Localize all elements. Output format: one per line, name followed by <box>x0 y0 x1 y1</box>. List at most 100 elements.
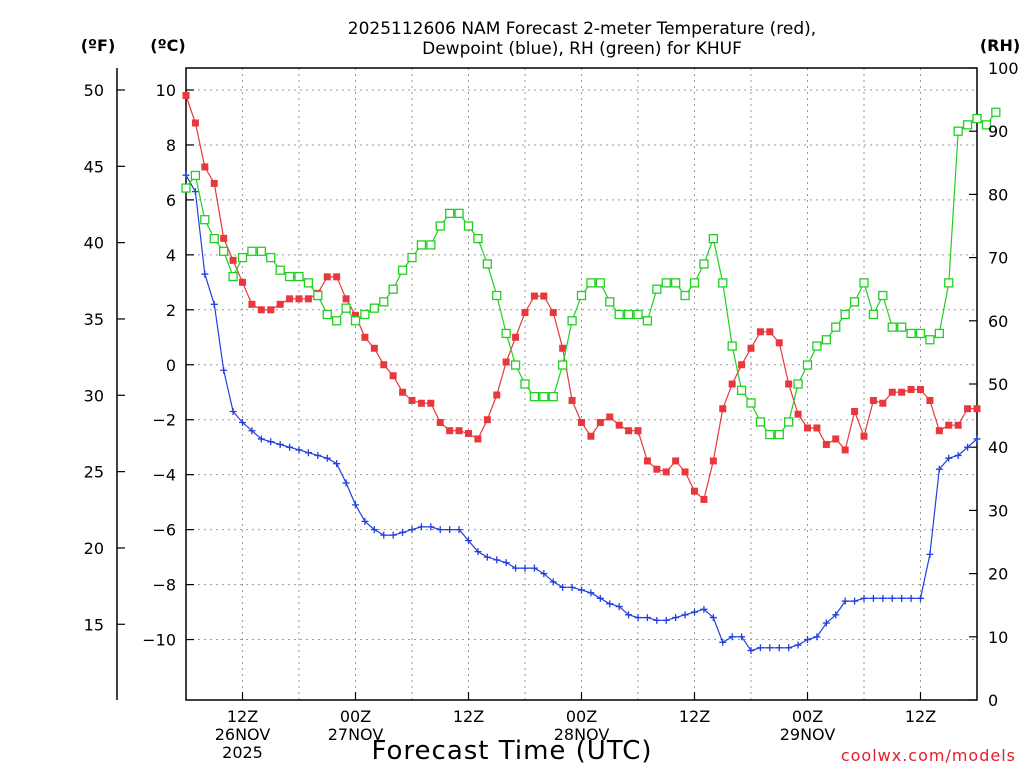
rh-point <box>793 379 803 389</box>
rh-point <box>831 322 841 332</box>
dewpoint-point <box>417 523 425 531</box>
x-tick-label: 00Z <box>792 707 823 726</box>
temperature-point <box>587 432 595 440</box>
rh-point <box>275 265 285 275</box>
x-tick-label: 00Z <box>340 707 371 726</box>
temperature-point <box>474 435 482 443</box>
rh-point <box>332 316 342 326</box>
temperature-point <box>766 328 774 336</box>
temperature-point <box>210 179 218 187</box>
temperature-point <box>549 309 557 317</box>
dewpoint-point <box>700 605 708 613</box>
dewpoint-point <box>427 523 435 531</box>
rh-point <box>228 271 238 282</box>
temperature-point <box>248 300 256 308</box>
temperature-point <box>286 295 294 303</box>
celsius-tick-label: 6 <box>166 191 176 210</box>
temperature-point <box>229 256 237 264</box>
dewpoint-point <box>333 460 341 468</box>
rh-tick-label: 20 <box>988 565 1008 584</box>
temperature-point <box>596 418 604 426</box>
rh-tick-label: 40 <box>988 438 1008 457</box>
rh-point <box>219 246 229 256</box>
dewpoint-point <box>493 556 501 564</box>
rh-point <box>247 246 257 256</box>
rh-point <box>576 290 587 301</box>
dewpoint-point <box>785 644 793 652</box>
rh-unit-label: (RH) <box>980 36 1020 55</box>
dewpoint-point <box>239 418 246 426</box>
rh-point <box>586 278 596 288</box>
temperature-point <box>869 396 877 404</box>
dewpoint-point <box>596 594 604 602</box>
rh-point <box>256 246 266 256</box>
rh-tick-label: 30 <box>988 501 1008 520</box>
fahrenheit-unit-label: (ºF) <box>81 36 116 55</box>
celsius-unit-label: (ºC) <box>150 36 185 55</box>
dewpoint-point <box>474 548 482 556</box>
rh-point <box>633 309 643 320</box>
rh-point <box>812 341 822 351</box>
plot-frame <box>185 67 978 701</box>
rh-point <box>925 335 935 345</box>
dewpoint-point <box>455 526 463 534</box>
dewpoint-point <box>295 446 303 454</box>
dewpoint-point <box>728 633 736 641</box>
dewpoint-point <box>935 465 943 473</box>
celsius-tick-label: −2 <box>152 411 176 430</box>
dewpoint-point <box>907 594 915 602</box>
dewpoint-point <box>625 611 633 619</box>
dewpoint-point <box>191 188 199 196</box>
temperature-point <box>813 424 821 432</box>
temperature-point <box>465 429 472 437</box>
dewpoint-point <box>643 614 651 622</box>
temperature-point <box>672 457 680 465</box>
dewpoint-point <box>314 451 322 459</box>
rh-point <box>237 252 248 263</box>
rh-point <box>878 290 888 301</box>
dewpoint-point <box>521 564 529 572</box>
temperature-point <box>521 309 529 317</box>
dewpoint-point <box>540 570 548 578</box>
rh-point <box>708 233 718 244</box>
x-tick-label: 27NOV <box>328 725 384 744</box>
rh-point <box>520 379 530 389</box>
dewpoint-point <box>954 451 962 459</box>
x-tick-label: 28NOV <box>554 725 610 744</box>
dewpoint-point <box>276 440 284 448</box>
dewpoint-point <box>606 600 614 608</box>
rh-tick-label: 90 <box>988 122 1008 141</box>
temperature-point <box>728 380 736 388</box>
temperature-point <box>747 344 755 352</box>
rh-point <box>849 297 860 307</box>
rh-point <box>991 107 1001 117</box>
dewpoint-point <box>201 270 209 278</box>
dewpoint-point <box>361 517 369 525</box>
rh-series <box>181 107 1001 440</box>
dewpoint-point <box>822 619 830 627</box>
temperature-point <box>370 344 378 352</box>
temperature-point <box>653 465 661 473</box>
rh-point <box>906 328 916 339</box>
temperature-point <box>888 388 896 396</box>
rh-tick-label: 50 <box>988 375 1008 394</box>
temperature-point <box>342 295 350 303</box>
dewpoint-point <box>483 553 491 561</box>
dewpoint-point <box>408 526 416 534</box>
dewpoint-point <box>888 594 896 602</box>
dewpoint-point <box>182 171 190 179</box>
dewpoint-point <box>220 366 228 374</box>
rh-point <box>360 309 370 320</box>
dewpoint-point <box>257 435 265 443</box>
dewpoint-point <box>860 594 868 602</box>
temperature-point <box>201 163 209 171</box>
temperature-point <box>634 427 642 435</box>
rh-point <box>322 309 332 320</box>
rh-point <box>294 271 304 282</box>
rh-point <box>482 259 492 269</box>
dewpoint-point <box>229 407 237 415</box>
dewpoint-point <box>719 638 727 646</box>
rh-point <box>962 120 973 130</box>
dewpoint-point <box>709 614 717 622</box>
temperature-point <box>304 295 312 303</box>
